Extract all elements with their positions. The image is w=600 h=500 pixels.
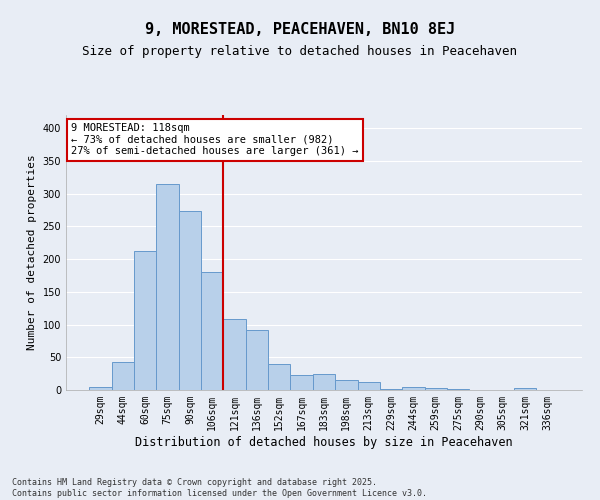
Text: 9, MORESTEAD, PEACEHAVEN, BN10 8EJ: 9, MORESTEAD, PEACEHAVEN, BN10 8EJ <box>145 22 455 38</box>
Bar <box>179 211 201 390</box>
Bar <box>268 364 290 390</box>
Bar <box>246 330 268 390</box>
Bar <box>134 251 157 390</box>
Bar <box>425 388 447 390</box>
Bar <box>402 386 425 390</box>
Bar <box>201 272 223 390</box>
Bar <box>290 375 313 390</box>
Bar <box>223 318 246 390</box>
Text: Contains HM Land Registry data © Crown copyright and database right 2025.
Contai: Contains HM Land Registry data © Crown c… <box>12 478 427 498</box>
Bar <box>380 388 402 390</box>
Bar <box>335 380 358 390</box>
Bar <box>89 388 112 390</box>
Bar <box>112 362 134 390</box>
Y-axis label: Number of detached properties: Number of detached properties <box>27 154 37 350</box>
X-axis label: Distribution of detached houses by size in Peacehaven: Distribution of detached houses by size … <box>135 436 513 448</box>
Bar <box>514 388 536 390</box>
Bar <box>358 382 380 390</box>
Text: 9 MORESTEAD: 118sqm
← 73% of detached houses are smaller (982)
27% of semi-detac: 9 MORESTEAD: 118sqm ← 73% of detached ho… <box>71 123 359 156</box>
Bar <box>157 184 179 390</box>
Bar <box>313 374 335 390</box>
Text: Size of property relative to detached houses in Peacehaven: Size of property relative to detached ho… <box>83 45 517 58</box>
